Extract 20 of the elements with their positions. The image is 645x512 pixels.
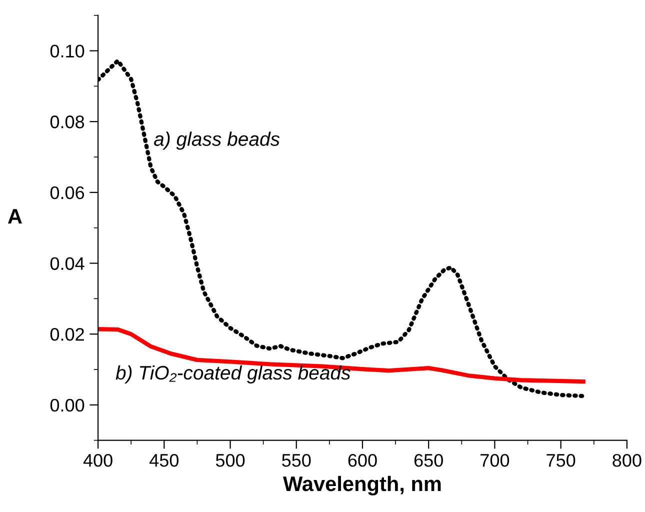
- x-tick-label: 450: [150, 454, 179, 467]
- x-tick-label: 550: [282, 454, 311, 467]
- x-tick-label: 700: [480, 454, 510, 467]
- annotation: a) glass beads: [154, 132, 280, 150]
- x-tick-label: 650: [414, 454, 443, 467]
- y-tick-label: 0.10: [50, 44, 84, 58]
- x-axis-title: Wavelength, nm: [283, 476, 441, 496]
- annotation: b) TiO₂-coated glass beads: [116, 365, 350, 384]
- x-tick-label: 600: [348, 454, 377, 467]
- y-tick-label: 0.02: [50, 328, 84, 341]
- line-series: [98, 327, 586, 384]
- y-tick-label: 0.06: [50, 186, 84, 200]
- x-tick-label: 400: [83, 454, 112, 467]
- y-tick-label: 0.08: [50, 116, 84, 128]
- y-tick-label: 0.00: [50, 398, 84, 412]
- x-tick-label: 500: [216, 454, 245, 467]
- x-tick-label: 750: [546, 454, 576, 467]
- x-tick-label: 800: [612, 454, 642, 467]
- y-axis-title: A: [8, 209, 22, 224]
- y-tick-label: 0.04: [50, 257, 84, 270]
